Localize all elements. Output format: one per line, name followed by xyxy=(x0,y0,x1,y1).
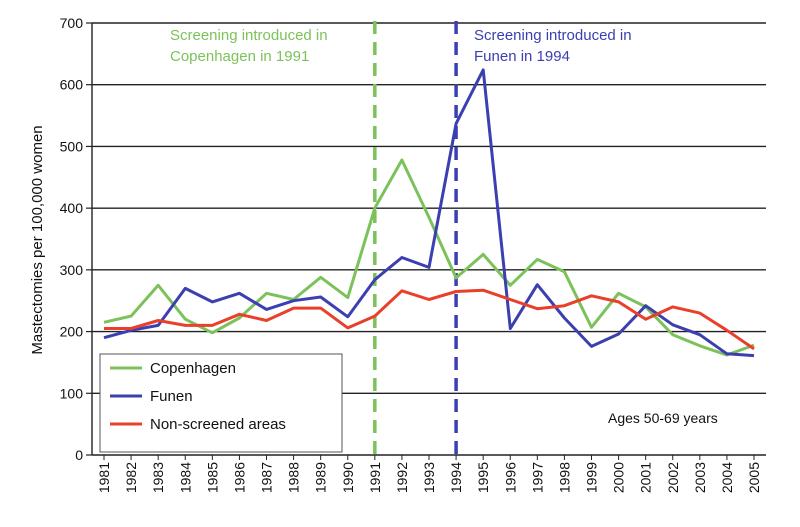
x-tick-labels: 1981 1982 1983 1984 1985 1986 1987 1988 1989 1990… xyxy=(96,462,762,493)
y-tick-label-600: 600 xyxy=(60,77,84,93)
x-tick-label-1987: 1987 xyxy=(259,462,275,493)
y-tick-label-100: 100 xyxy=(60,385,84,401)
x-tick-label-1993: 1993 xyxy=(421,462,437,493)
x-tick-label-1998: 1998 xyxy=(556,462,572,493)
x-tick-label-1991: 1991 xyxy=(367,462,383,493)
legend-label-funen: Funen xyxy=(150,388,193,405)
y-tick-label-700: 700 xyxy=(60,15,84,31)
legend-label-copenhagen: Copenhagen xyxy=(150,360,236,377)
y-tick-label-0: 0 xyxy=(75,447,83,463)
y-tick-label-400: 400 xyxy=(60,200,84,216)
reference-annotation-1994-line-2: Funen in 1994 xyxy=(474,48,570,65)
series-lines xyxy=(103,68,755,358)
legend-label-non-screened-areas: Non-screened areas xyxy=(150,416,286,433)
x-tick-label-1983: 1983 xyxy=(150,462,166,493)
y-tick-label-300: 300 xyxy=(60,262,84,278)
x-tick-label-1989: 1989 xyxy=(313,462,329,493)
x-tick-label-2005: 2005 xyxy=(746,462,762,493)
x-tick-label-1996: 1996 xyxy=(502,462,518,493)
x-tick-label-1988: 1988 xyxy=(286,462,302,493)
x-tick-label-1992: 1992 xyxy=(394,462,410,493)
x-tick-label-2004: 2004 xyxy=(719,462,735,493)
y-tick-labels: 0 100 200 300 400 500 600 700 xyxy=(60,15,84,463)
series-line-funen xyxy=(103,68,755,358)
x-tick-label-1981: 1981 xyxy=(96,462,112,493)
axes xyxy=(86,22,766,460)
reference-lines xyxy=(373,21,458,455)
x-tick-label-1984: 1984 xyxy=(177,462,193,493)
x-tick-label-2003: 2003 xyxy=(692,462,708,493)
gridlines xyxy=(92,22,766,394)
reference-annotations: Screening introduced in Copenhagen in 199… xyxy=(170,27,632,65)
reference-annotation-1991-line-2: Copenhagen in 1991 xyxy=(170,48,309,65)
x-tick-label-2002: 2002 xyxy=(665,462,681,493)
x-tick-label-1994: 1994 xyxy=(448,462,464,493)
x-tick-label-1997: 1997 xyxy=(529,462,545,493)
x-tick-label-2000: 2000 xyxy=(611,462,627,493)
reference-annotation-1994-line-1: Screening introduced in xyxy=(474,27,632,44)
x-tick-label-1982: 1982 xyxy=(123,462,139,493)
reference-annotation-1991-line-1: Screening introduced in xyxy=(170,27,328,44)
series-line-non-screened-areas xyxy=(104,288,755,351)
y-axis-label: Mastectomies per 100,000 women xyxy=(29,125,46,354)
age-note: Ages 50-69 years xyxy=(608,410,718,426)
y-tick-label-200: 200 xyxy=(60,324,84,340)
legend-box xyxy=(99,353,343,453)
x-tick-label-1995: 1995 xyxy=(475,462,491,493)
x-tick-label-1986: 1986 xyxy=(231,462,247,493)
y-tick-label-500: 500 xyxy=(60,138,84,154)
x-tick-label-1999: 1999 xyxy=(584,462,600,493)
x-tick-label-1985: 1985 xyxy=(204,462,220,493)
legend: Copenhagen Funen Non-screened areas xyxy=(99,353,343,453)
x-tick-label-1990: 1990 xyxy=(340,462,356,493)
x-tick-label-2001: 2001 xyxy=(638,462,654,493)
